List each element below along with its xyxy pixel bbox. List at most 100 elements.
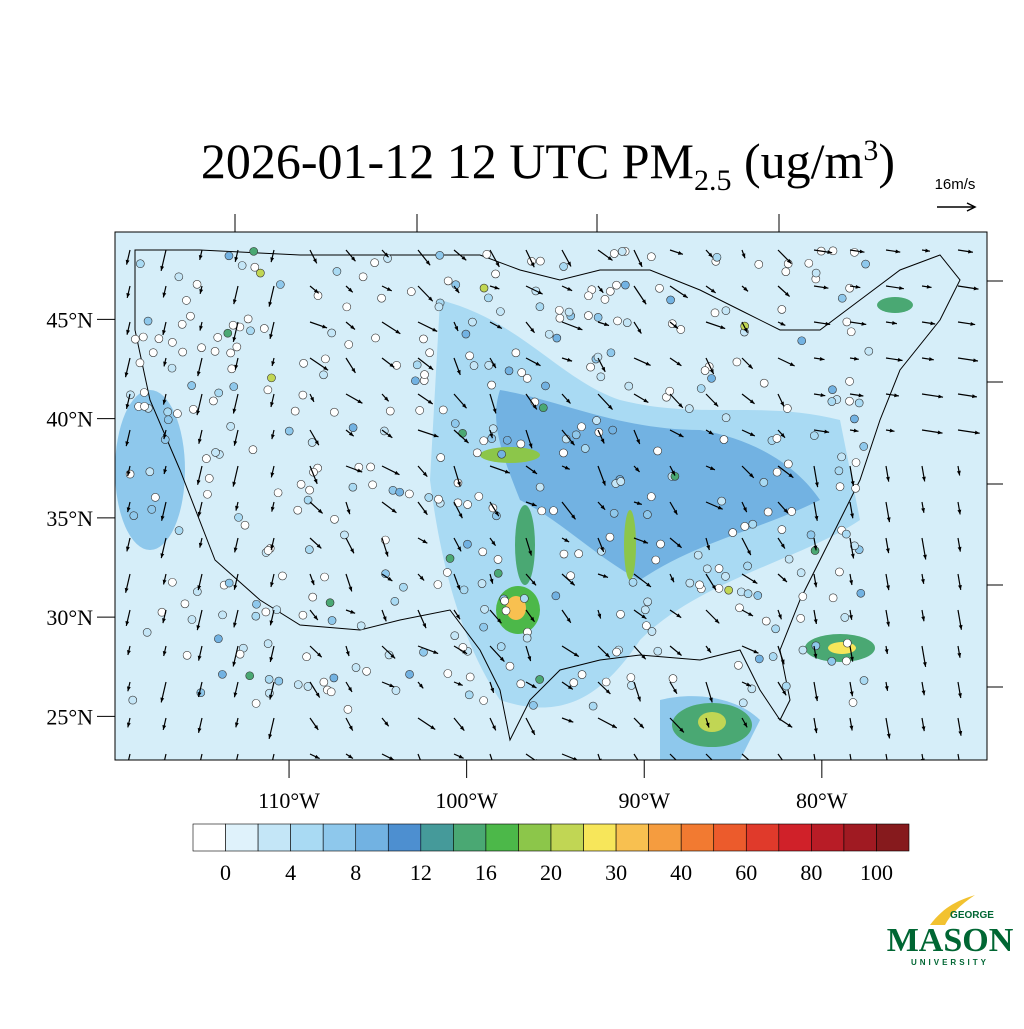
station [173, 409, 182, 418]
station [719, 435, 729, 444]
station [735, 603, 744, 613]
station [224, 251, 234, 261]
station [516, 679, 526, 689]
station [407, 287, 416, 296]
wind-vector-head [853, 356, 859, 361]
wind-vector-head [126, 329, 130, 335]
station [465, 351, 474, 361]
station [356, 621, 366, 631]
station [284, 426, 294, 436]
wind-vector-head [313, 615, 318, 621]
station [810, 431, 819, 440]
wind-vector-head [968, 249, 973, 254]
station [325, 598, 335, 607]
wind-vector-head [348, 754, 353, 759]
wind-vector-head [197, 585, 202, 591]
wind-vector [741, 753, 750, 760]
station [330, 407, 339, 417]
wind-vector-head [499, 656, 505, 662]
wind-vector-head [310, 580, 315, 586]
station [612, 280, 621, 290]
station [743, 561, 752, 571]
lon-label: 90°W [618, 788, 670, 813]
colorbar: 0 4 8 12 16 20 30 40 60 80 100 [192, 823, 910, 885]
wind-vector-head [234, 256, 239, 262]
station [854, 398, 864, 408]
station [484, 293, 493, 303]
station [443, 276, 453, 286]
map-frame [114, 231, 988, 761]
wind-vector-head [780, 401, 784, 407]
wind-vector [777, 753, 784, 760]
station [763, 507, 773, 517]
wind-vector-head [492, 408, 497, 414]
wind-vector-head [886, 733, 891, 739]
wind-vector-head [197, 692, 202, 697]
colorbar-box [453, 823, 487, 852]
wind-vector-head [530, 262, 535, 268]
wind-vector-head [597, 613, 602, 619]
wind-vector [849, 753, 852, 760]
wind-vector-head [269, 694, 273, 700]
wind-vector-head [346, 509, 351, 515]
logo-main: MASON [887, 922, 1014, 959]
lat-label: 30°N [46, 605, 93, 630]
wind-vector-head [314, 440, 319, 446]
wind-vector-head [679, 727, 684, 733]
wind-vector-head [531, 502, 537, 507]
wind-vector-head [162, 399, 167, 405]
station [843, 638, 852, 648]
wind-vector-head [970, 321, 976, 326]
colorbar-box [420, 823, 454, 852]
station [544, 329, 554, 339]
station [811, 641, 821, 651]
wind-vector-head [641, 654, 646, 660]
wind-vector [199, 753, 203, 760]
wind-vector-head [233, 440, 238, 446]
station [834, 466, 844, 476]
station [138, 332, 148, 342]
colorbar-box [778, 823, 812, 852]
station [420, 370, 429, 379]
station [229, 382, 239, 391]
wind-vector-head [313, 478, 318, 484]
station [755, 654, 764, 664]
wind-vector-head [196, 479, 201, 485]
wind-vector-head [531, 683, 537, 688]
wind-vector-head [310, 396, 314, 402]
station [511, 348, 521, 358]
wind-vector-head [673, 509, 678, 515]
wind-vector-head [813, 582, 818, 588]
wind-vector-head [566, 617, 571, 623]
station [624, 381, 634, 391]
station [717, 496, 726, 506]
station [128, 695, 138, 705]
wind-vector-head [676, 361, 682, 366]
lon-label: 80°W [796, 788, 848, 813]
station [842, 656, 851, 666]
station [371, 333, 380, 343]
wind-vector-head [351, 256, 356, 262]
station [168, 338, 177, 347]
station [655, 283, 664, 293]
station [320, 572, 329, 582]
station [496, 307, 505, 316]
station [154, 334, 164, 343]
station [551, 591, 561, 601]
wind-vector-head [786, 766, 790, 771]
wind-vector-head [271, 361, 276, 367]
station [798, 645, 808, 655]
station [707, 374, 716, 383]
station [261, 607, 271, 617]
station [464, 690, 474, 700]
wind-vector-head [743, 286, 749, 292]
wind-vector-head [422, 539, 428, 544]
station [264, 675, 274, 684]
station [298, 390, 308, 400]
station [227, 364, 237, 374]
wind-vector-head [162, 724, 167, 730]
station [348, 423, 358, 432]
wind-vector-head [706, 545, 711, 551]
wind-vector-head [323, 366, 329, 371]
title-sup: 3 [863, 134, 878, 167]
